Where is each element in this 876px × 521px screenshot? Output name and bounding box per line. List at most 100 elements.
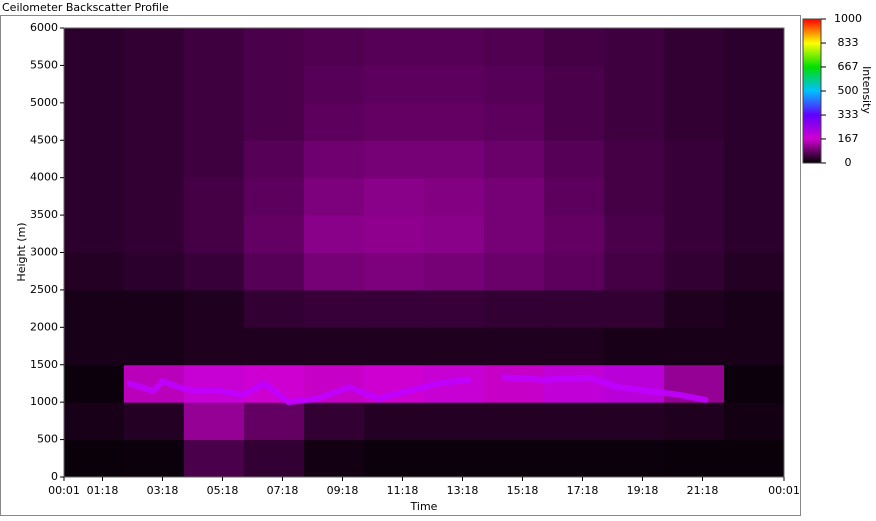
x-tick-label: 11:18 (387, 484, 419, 497)
heatmap-cell (64, 140, 125, 179)
heatmap-cell (544, 140, 605, 179)
heatmap-cell (244, 252, 305, 291)
heatmap-cell (424, 439, 485, 478)
heatmap-cell (304, 289, 365, 328)
heatmap-cell (364, 65, 425, 104)
x-tick-label: 01:18 (87, 484, 119, 497)
heatmap-cell (364, 402, 425, 441)
heatmap-cell (304, 215, 365, 253)
heatmap-cell (664, 289, 725, 328)
heatmap-cell (724, 102, 785, 141)
heatmap-cell (604, 289, 665, 328)
heatmap-cell (124, 28, 185, 66)
x-tick-label: 19:18 (627, 484, 659, 497)
heatmap-cell (124, 65, 185, 104)
heatmap-cell (604, 102, 665, 141)
heatmap-cell (604, 65, 665, 104)
heatmap-cell (184, 402, 245, 441)
heatmap-cell (304, 102, 365, 141)
heatmap-cell (424, 289, 485, 328)
heatmap-cell (184, 289, 245, 328)
heatmap-cell (664, 102, 725, 141)
heatmap-cell (424, 65, 485, 104)
heatmap-cell (664, 65, 725, 104)
heatmap-cell (544, 364, 605, 403)
heatmap-cell (304, 65, 365, 104)
layer-line (126, 374, 709, 406)
heatmap-cell (664, 252, 725, 291)
heatmap-cell (184, 327, 245, 366)
heatmap-cell (124, 252, 185, 291)
x-tick-label: 07:18 (267, 484, 299, 497)
heatmap-cell (724, 177, 785, 216)
heatmap-cell (304, 140, 365, 179)
heatmap-cell (124, 102, 185, 141)
heatmap-cell (184, 364, 245, 403)
heatmap-cell (64, 65, 125, 104)
heatmap-cell (604, 252, 665, 291)
heatmap-cell (184, 177, 245, 216)
heatmap-cell (64, 364, 125, 403)
x-tick-label: 09:18 (327, 484, 359, 497)
heatmap-cell (244, 140, 305, 179)
heatmap-cell (484, 364, 545, 403)
colorbar-tick-label: 333 (838, 108, 859, 121)
y-tick-label: 3000 (30, 246, 58, 259)
x-tick-label: 00:01 (48, 484, 80, 497)
heatmap-cell (544, 65, 605, 104)
heatmap-cell (484, 215, 545, 253)
heatmap-cell (304, 177, 365, 216)
heatmap-cell (64, 439, 125, 478)
heatmap-cell (424, 28, 485, 66)
heatmap-cell (124, 215, 185, 253)
heatmap-cell (124, 177, 185, 216)
heatmap-cell (64, 252, 125, 291)
y-tick-label: 4000 (30, 171, 58, 184)
heatmap-cell (544, 215, 605, 253)
heatmap-cell (244, 327, 305, 366)
heatmap-cell (364, 28, 425, 66)
heatmap-cell (724, 65, 785, 104)
heatmap-cell (184, 439, 245, 478)
heatmap-cell (604, 28, 665, 66)
heatmap-cell (244, 215, 305, 253)
heatmap-cell (604, 402, 665, 441)
colorbar-tick-label: 667 (838, 60, 859, 73)
heatmap-cell (484, 102, 545, 141)
y-tick-label: 1500 (30, 358, 58, 371)
y-tick-label: 2000 (30, 320, 58, 333)
heatmap-cell (124, 439, 185, 478)
heatmap-cell (364, 327, 425, 366)
heatmap-cell (304, 402, 365, 441)
heatmap-cell (484, 289, 545, 328)
heatmap-cell (64, 177, 125, 216)
y-tick-label: 5000 (30, 96, 58, 109)
heatmap-cell (184, 102, 245, 141)
heatmap-cell (424, 215, 485, 253)
heatmap-cell (544, 289, 605, 328)
heatmap-cell (64, 28, 125, 66)
x-tick-label: 15:18 (507, 484, 539, 497)
heatmap-cell (484, 28, 545, 66)
heatmap-cell (664, 439, 725, 478)
heatmap-cell (364, 215, 425, 253)
heatmap-cell (364, 102, 425, 141)
heatmap-cell (544, 327, 605, 366)
heatmap-cell (664, 28, 725, 66)
heatmap-cell (64, 402, 125, 441)
heatmap-cell (424, 140, 485, 179)
heatmap-cell (244, 102, 305, 141)
heatmap-cell (184, 28, 245, 66)
heatmap-cell (724, 402, 785, 441)
y-tick-label: 6000 (30, 21, 58, 34)
heatmap-cell (544, 28, 605, 66)
heatmap-cell (364, 289, 425, 328)
x-tick-label: 13:18 (447, 484, 479, 497)
heatmap-cell (184, 65, 245, 104)
heatmap-cell (724, 28, 785, 66)
x-tick-label: 17:18 (567, 484, 599, 497)
y-axis-label: Height (m) (15, 222, 28, 281)
heatmap-cell (664, 215, 725, 253)
heatmap-cell (664, 140, 725, 179)
heatmap-cell (124, 402, 185, 441)
